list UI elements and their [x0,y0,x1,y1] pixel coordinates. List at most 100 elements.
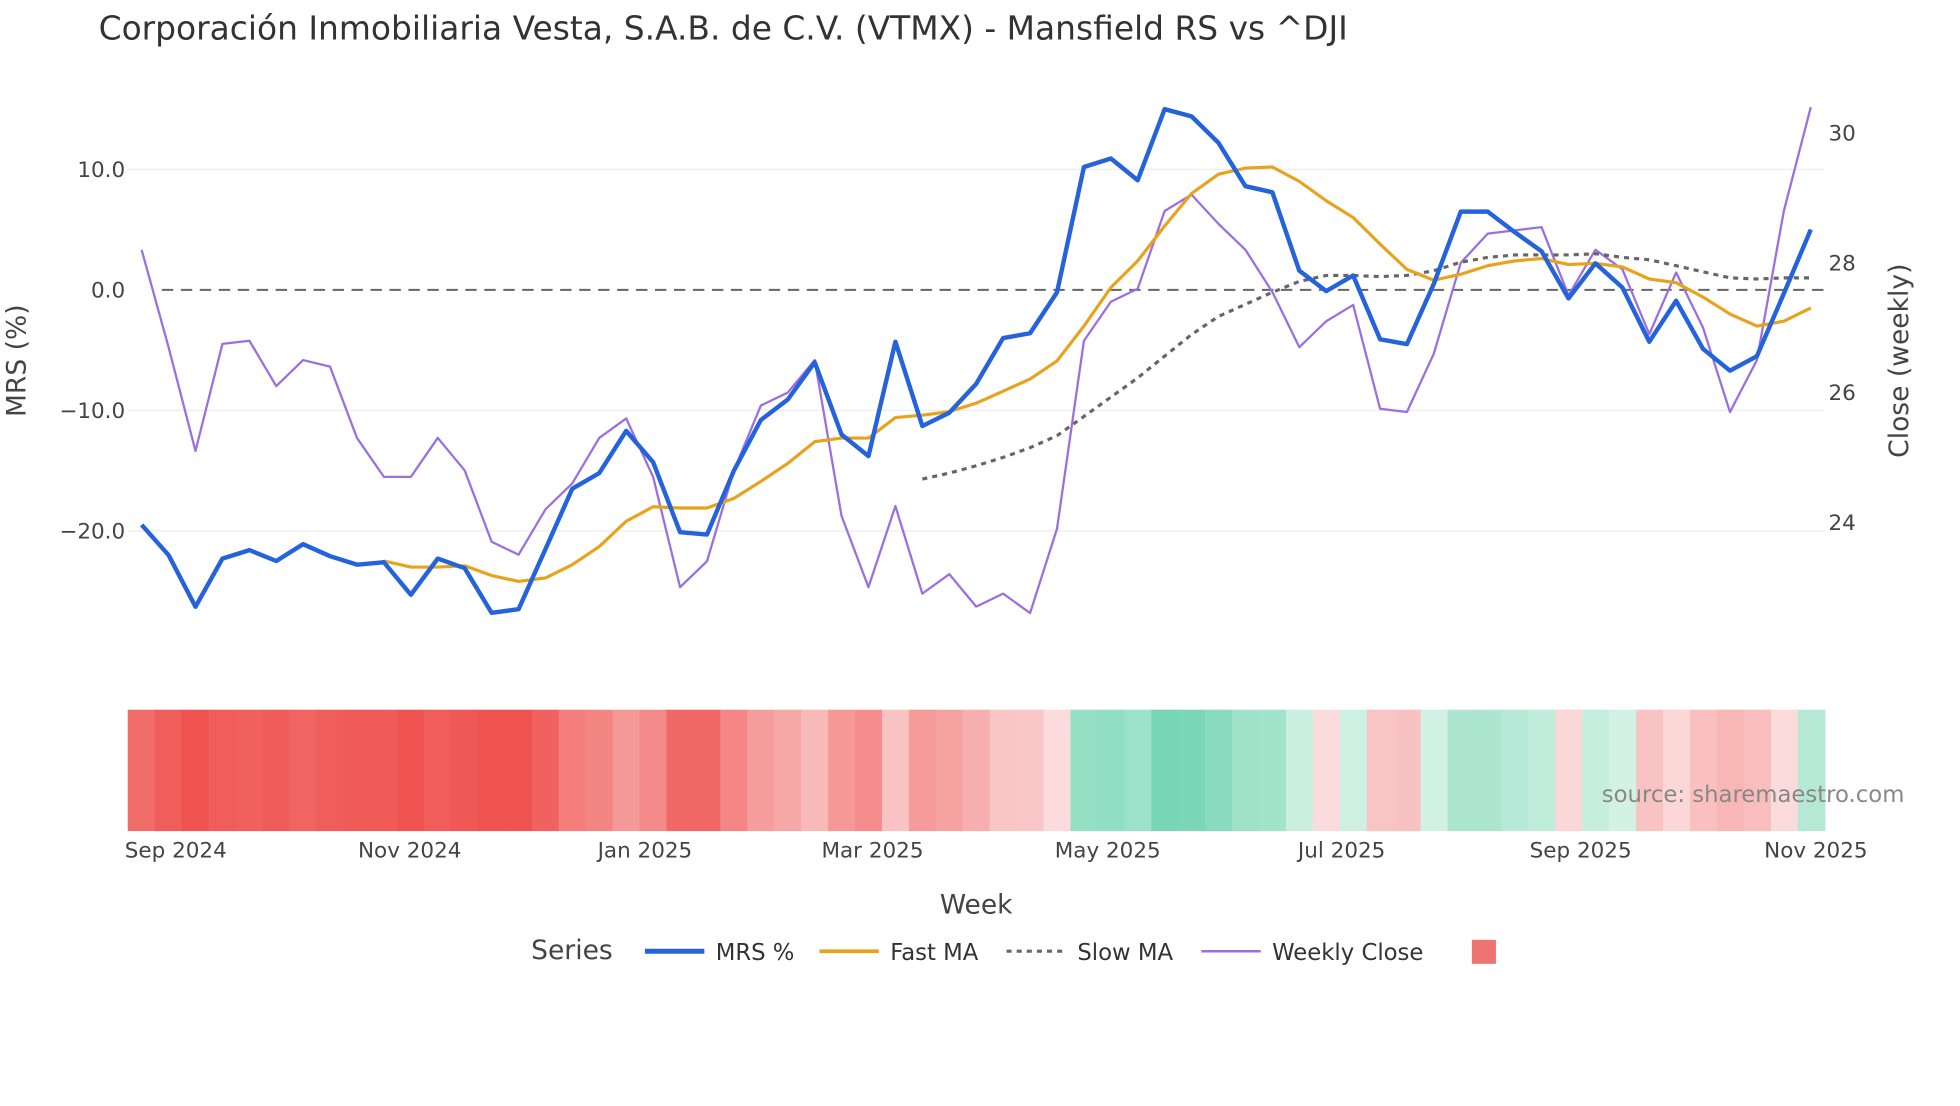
heatmap-cell [1528,709,1557,832]
x-tick-label: Jan 2025 [596,839,693,864]
y2-axis-title: Close (weekly) [1884,264,1915,458]
heatmap-cell [1178,709,1206,832]
heatmap-cell [262,709,291,832]
y-tick-label: 0.0 [91,278,125,303]
y2-tick-label: 24 [1828,511,1855,536]
heatmap-cell [504,709,533,832]
heatmap-cell [693,709,722,832]
heatmap-cell [1205,709,1233,832]
heatmap-cell [666,709,695,832]
heatmap-cell [962,709,991,832]
heatmap-cell [1339,709,1368,832]
heatmap-cell [154,709,183,832]
heatmap-cell [1232,709,1260,832]
heatmap-cell [1636,709,1664,832]
x-tick-label: Nov 2025 [1764,839,1867,864]
heatmap-cell [854,709,883,832]
heatmap-cell [289,709,318,832]
heatmap-cell [450,709,479,832]
heatmap-cell [989,709,1018,832]
heatmap-cell [1609,709,1637,832]
heatmap-cell [639,709,668,832]
legend-item-slow-ma[interactable]: Slow MA [1077,940,1173,966]
heatmap-cell [424,709,452,832]
heatmap-cell [531,709,560,832]
weekly-close-line [140,106,1812,615]
heatmap-cell [1770,709,1799,832]
y2-tick-label: 30 [1828,122,1855,147]
heatmap-cell [477,709,506,832]
heatmap-cell [774,709,802,832]
heatmap-cell [1474,709,1503,832]
heatmap-cell [1016,709,1045,832]
heatmap-cell [370,709,398,832]
heatmap-cell [558,709,587,832]
legend-title: Series [531,935,613,966]
heatmap-cell [828,709,856,832]
y2-tick-label: 28 [1828,251,1855,276]
heatmap-cell [585,709,614,832]
heatmap-cell [1555,709,1584,832]
heatmap-cell [935,709,964,832]
legend-item-fast-ma[interactable]: Fast MA [890,940,979,966]
heatmap-cell [1043,709,1072,832]
heatmap-cell [235,709,264,832]
heatmap-cell [1366,709,1395,832]
x-axis-title: Week [940,889,1013,920]
heatmap-cell [1663,709,1691,832]
heatmap-cell [1690,709,1718,832]
heatmap-cell [1070,709,1099,832]
heatmap-cell [1124,709,1153,832]
x-tick-label: Sep 2024 [125,839,227,864]
heatmap-cell [316,709,344,832]
heatmap-cell [1312,709,1341,832]
heatmap-cell [1447,709,1476,832]
mrs-line [139,106,1813,616]
heatmap-cell [1582,709,1610,832]
heatmap-cell [1151,709,1179,832]
chart-title: Corporación Inmobiliaria Vesta, S.A.B. d… [99,9,1348,48]
heatmap-cell [343,709,371,832]
heatmap-cell [1420,709,1449,832]
heatmap-cell [1501,709,1530,832]
heatmap-cell [1097,709,1126,832]
heatmap-cell [1259,709,1287,832]
heatmap-cell [908,709,937,832]
heatmap-cell [1285,709,1314,832]
x-tick-label: Sep 2025 [1530,839,1632,864]
heatmap-cell [801,709,829,832]
y2-tick-label: 26 [1828,381,1855,406]
legend: Series MRS % Fast MA Slow MA Weekly Clos… [531,935,1496,966]
heatmap-cell [1743,709,1772,832]
source-label: source: sharemaestro.com [1602,782,1905,808]
heatmap-cell [720,709,749,832]
heatmap-cell [1716,709,1745,832]
x-tick-label: Jul 2025 [1296,839,1385,864]
heatmap-cell [127,709,156,832]
fast-ma-line [383,165,1812,584]
heatmap-cell [397,709,425,832]
x-tick-label: Mar 2025 [821,839,923,864]
axis-ticks: 10.0 0.0 −10.0 −20.0 30 28 26 24 Sep 2024 Nov 202… [59,122,1867,864]
gridlines [127,168,1825,532]
y-tick-label: −10.0 [59,399,125,424]
heatmap-cell [181,709,210,832]
heatmap-cell [208,709,237,832]
series-lines [139,106,1813,616]
heatmap-cell [1393,709,1422,832]
legend-item-weekly-close[interactable]: Weekly Close [1272,940,1423,966]
heatmap-cell [612,709,641,832]
heatmap-cell [1797,709,1826,832]
slow-ma-line [921,252,1811,481]
heatmap-cell [747,709,775,832]
y-tick-label: −20.0 [59,519,125,544]
y-axis-title: MRS (%) [1,304,32,417]
heatmap-cell [881,709,910,832]
x-tick-label: May 2025 [1055,839,1161,864]
legend-swatch-heatmap[interactable] [1471,939,1496,964]
mrs-heatmap [127,709,1826,832]
x-tick-label: Nov 2024 [358,839,461,864]
legend-item-mrs[interactable]: MRS % [716,940,795,966]
y-tick-label: 10.0 [77,158,125,183]
